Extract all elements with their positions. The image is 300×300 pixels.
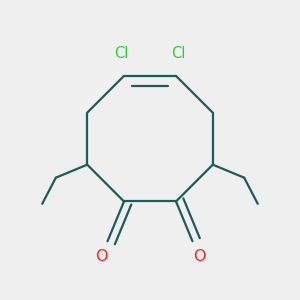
Text: Cl: Cl <box>115 46 129 61</box>
Text: O: O <box>95 249 107 264</box>
Text: O: O <box>193 249 205 264</box>
Text: Cl: Cl <box>171 46 185 61</box>
